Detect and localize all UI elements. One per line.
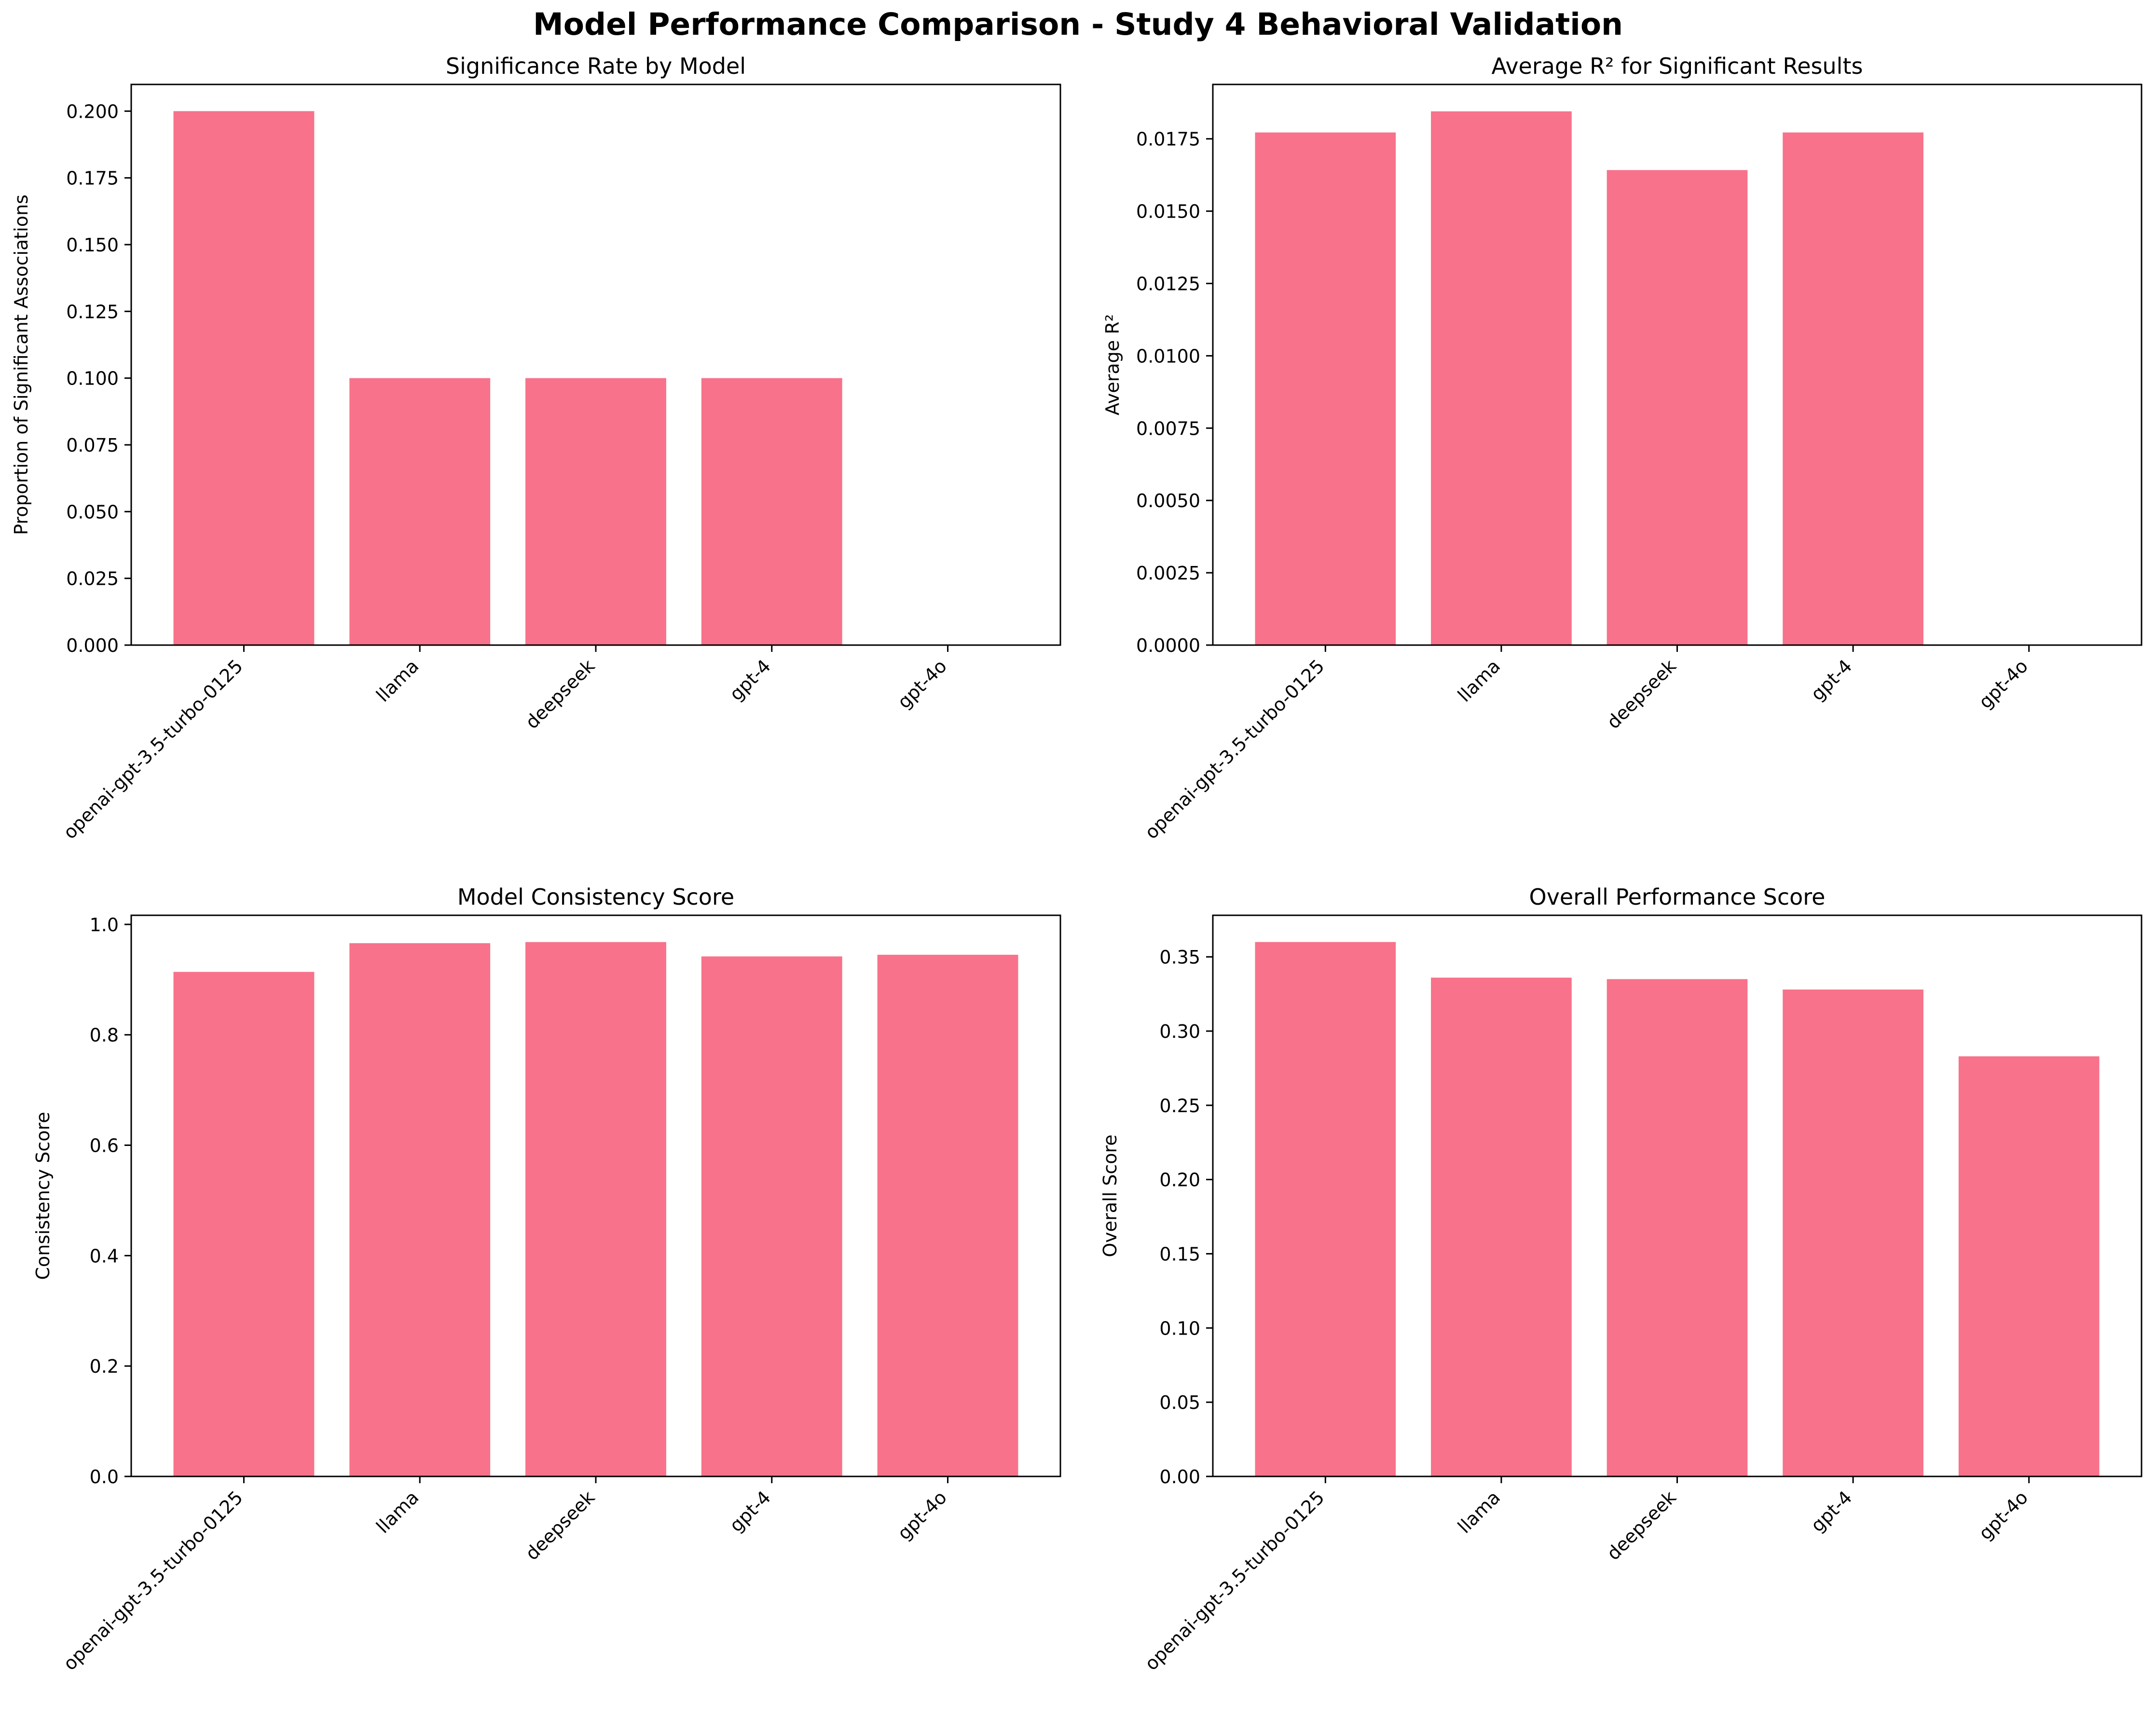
y-tick-label: 0.35 xyxy=(1159,947,1200,968)
y-tick-label: 0.15 xyxy=(1159,1243,1200,1265)
x-tick-label-gpt-4o: gpt-4o xyxy=(1975,1487,2032,1544)
y-tick-label: 0.0175 xyxy=(1136,129,1200,150)
y-tick-label: 0.000 xyxy=(66,635,119,656)
bar-openai-gpt-3.5-turbo-0125 xyxy=(1255,942,1396,1476)
chart-panel-2: 0.0000 0.0025 0.0050 0.0075 0.0100 0.0125 0.01… xyxy=(1102,53,2142,843)
y-tick-label: 0.150 xyxy=(66,234,119,256)
bar-openai-gpt-3.5-turbo-0125 xyxy=(173,972,315,1476)
x-tick-label-openai-gpt-3.5-turbo-0125: openai-gpt-3.5-turbo-0125 xyxy=(59,1487,247,1674)
y-tick-label: 0.100 xyxy=(66,368,119,389)
y-axis-label: Overall Score xyxy=(1099,1134,1121,1257)
y-axis-label: Average R² xyxy=(1102,314,1123,415)
chart-title: Overall Performance Score xyxy=(1529,884,1826,910)
x-tick-label-gpt-4o: gpt-4o xyxy=(893,1487,951,1544)
x-tick-label-openai-gpt-3.5-turbo-0125: openai-gpt-3.5-turbo-0125 xyxy=(1140,1487,1328,1674)
x-tick-label-deepseek: deepseek xyxy=(1603,1487,1680,1564)
bar-gpt-4 xyxy=(701,378,842,645)
y-tick-label: 0.0125 xyxy=(1136,274,1200,295)
y-tick-label: 0.05 xyxy=(1159,1392,1200,1413)
x-tick-label-gpt-4: gpt-4 xyxy=(726,655,775,705)
x-tick-label-llama: llama xyxy=(372,655,423,706)
bar-gpt-4 xyxy=(1783,132,1923,645)
x-tick-label-llama: llama xyxy=(1454,1487,1504,1537)
x-tick-label-openai-gpt-3.5-turbo-0125: openai-gpt-3.5-turbo-0125 xyxy=(1140,655,1328,843)
y-tick-label: 0.0100 xyxy=(1136,345,1200,367)
x-tick-label-deepseek: deepseek xyxy=(521,655,599,733)
chart-panel-1: 0.000 0.025 0.050 0.075 0.100 0.125 0.150 0.175… xyxy=(11,53,1061,843)
bar-deepseek xyxy=(525,378,666,645)
chart-title: Model Consistency Score xyxy=(457,884,734,910)
x-tick-label-gpt-4: gpt-4 xyxy=(1807,1487,1856,1536)
y-tick-label: 0.125 xyxy=(66,301,119,322)
bar-deepseek xyxy=(1607,979,1748,1476)
y-tick-label: 0.175 xyxy=(66,168,119,189)
y-tick-label: 0.025 xyxy=(66,568,119,590)
bar-gpt-4o xyxy=(1958,1056,2100,1476)
x-tick-label-deepseek: deepseek xyxy=(1603,655,1680,733)
y-tick-label: 0.10 xyxy=(1159,1318,1200,1339)
bar-gpt-4 xyxy=(1783,989,1923,1476)
y-tick-label: 0.6 xyxy=(90,1135,119,1157)
chart-title: Average R² for Significant Results xyxy=(1492,53,1863,79)
bar-deepseek xyxy=(1607,170,1748,646)
bar-llama xyxy=(1431,111,1572,646)
y-axis-label: Consistency Score xyxy=(32,1112,54,1280)
y-tick-label: 0.0075 xyxy=(1136,418,1200,439)
x-tick-label-openai-gpt-3.5-turbo-0125: openai-gpt-3.5-turbo-0125 xyxy=(59,655,247,843)
bar-llama xyxy=(349,943,491,1476)
y-tick-label: 0.075 xyxy=(66,435,119,456)
x-tick-label-deepseek: deepseek xyxy=(521,1487,599,1564)
y-tick-label: 0.0000 xyxy=(1136,635,1200,656)
y-tick-label: 0.4 xyxy=(90,1245,119,1267)
x-tick-label-gpt-4o: gpt-4o xyxy=(1975,655,2032,713)
y-tick-label: 0.200 xyxy=(66,101,119,122)
figure-title: Model Performance Comparison - Study 4 B… xyxy=(533,7,1623,42)
chart-panel-3: 0.0 0.2 0.4 0.6 0.8 1.0 openai-gpt-3.5-turbo-0… xyxy=(32,884,1061,1675)
y-tick-label: 0.2 xyxy=(90,1356,119,1377)
bar-llama xyxy=(1431,978,1572,1476)
y-tick-label: 0.0025 xyxy=(1136,563,1200,584)
bar-deepseek xyxy=(525,942,666,1476)
y-tick-label: 0.20 xyxy=(1159,1170,1200,1191)
bar-openai-gpt-3.5-turbo-0125 xyxy=(1255,132,1396,645)
bar-llama xyxy=(349,378,491,645)
y-tick-label: 1.0 xyxy=(90,914,119,936)
y-tick-label: 0.8 xyxy=(90,1025,119,1046)
y-tick-label: 0.00 xyxy=(1159,1466,1200,1488)
bar-openai-gpt-3.5-turbo-0125 xyxy=(173,111,315,645)
y-tick-label: 0.050 xyxy=(66,501,119,523)
y-tick-label: 0.0 xyxy=(90,1466,119,1488)
y-tick-label: 0.25 xyxy=(1159,1095,1200,1116)
x-tick-label-gpt-4: gpt-4 xyxy=(1807,655,1856,705)
y-tick-label: 0.30 xyxy=(1159,1021,1200,1042)
x-tick-label-gpt-4: gpt-4 xyxy=(726,1487,775,1536)
x-tick-label-llama: llama xyxy=(1454,655,1504,706)
y-axis-label: Proportion of Significant Associations xyxy=(11,194,32,535)
bar-gpt-4o xyxy=(877,954,1018,1476)
y-tick-label: 0.0050 xyxy=(1136,490,1200,511)
bar-gpt-4 xyxy=(701,956,842,1476)
x-tick-label-llama: llama xyxy=(372,1487,423,1537)
chart-title: Significance Rate by Model xyxy=(446,53,746,79)
y-tick-label: 0.0150 xyxy=(1136,201,1200,222)
chart-panel-4: 0.00 0.05 0.10 0.15 0.20 0.25 0.30 0.35 openai-g… xyxy=(1099,884,2142,1675)
x-tick-label-gpt-4o: gpt-4o xyxy=(893,655,951,713)
